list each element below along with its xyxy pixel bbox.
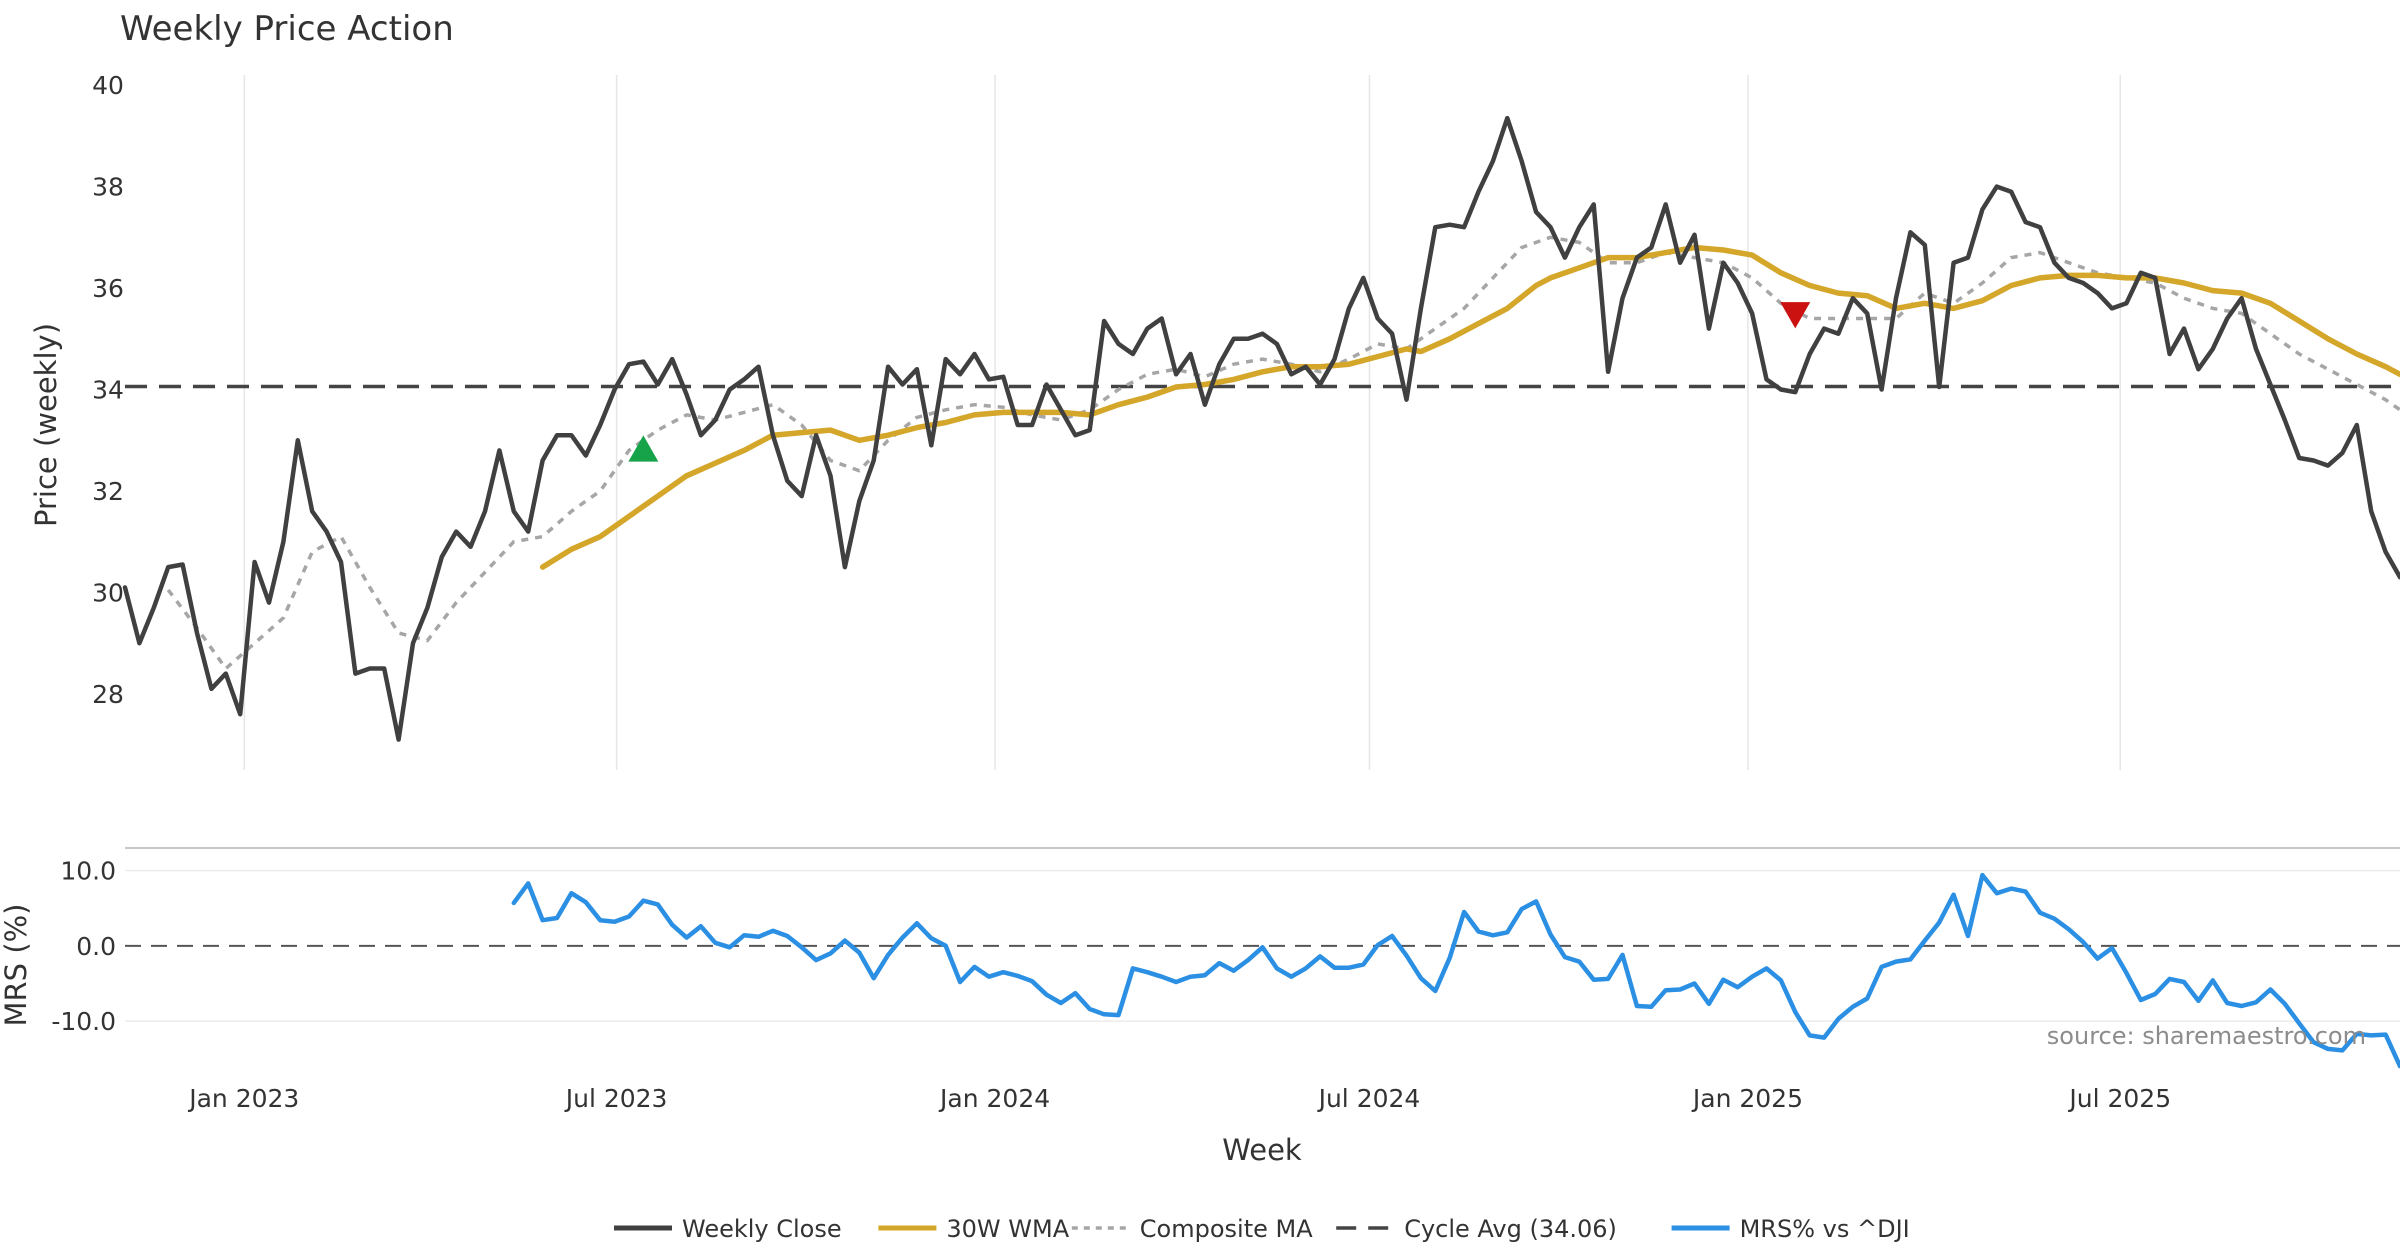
mrs-y-tick-label: 10.0: [60, 857, 116, 886]
legend-label: 30W WMA: [946, 1215, 1069, 1243]
legend-label: MRS% vs ^DJI: [1740, 1215, 1910, 1243]
price-y-tick-label: 34: [92, 376, 124, 405]
mrs-y-ticks: 10.0 0.0 -10.0: [51, 857, 116, 1037]
x-axis-label: Week: [1222, 1133, 1302, 1167]
chart-title: Weekly Price Action: [120, 9, 454, 49]
weekly-close-line: [122, 115, 2400, 742]
legend-label: Cycle Avg (34.06): [1404, 1215, 1617, 1243]
buy-signal-marker: [628, 435, 659, 462]
legend-label: Composite MA: [1140, 1215, 1313, 1243]
price-y-tick-label: 40: [92, 71, 124, 100]
legend: Weekly Close 30W WMA Composite MA Cycle Avg…: [614, 1215, 1910, 1243]
price-y-tick-label: 30: [92, 578, 124, 607]
signal-markers: [628, 302, 1811, 462]
mrs-line: [511, 872, 2400, 1069]
x-tick-label: Jul 2024: [1317, 1084, 1421, 1113]
price-grid: [243, 75, 2122, 770]
sell-signal-marker: [1780, 302, 1811, 329]
price-y-tick-label: 32: [92, 477, 124, 506]
composite-ma-line: [166, 235, 2400, 671]
price-series-group: [122, 115, 2400, 742]
mrs-series-group: [511, 872, 2400, 1069]
mrs-y-tick-label: 0.0: [76, 932, 116, 961]
mrs-grid: [125, 847, 2400, 1022]
x-tick-label: Jul 2023: [564, 1084, 668, 1113]
legend-label: Weekly Close: [682, 1215, 842, 1243]
price-y-tick-label: 28: [92, 680, 124, 709]
mrs-y-axis-label: MRS (%): [0, 904, 33, 1027]
price-y-tick-label: 36: [92, 274, 124, 303]
mrs-y-tick-label: -10.0: [51, 1007, 116, 1036]
price-y-axis-label: Price (weekly): [29, 323, 63, 527]
x-tick-label: Jan 2023: [187, 1084, 299, 1113]
price-y-tick-label: 38: [92, 173, 124, 202]
source-annotation: source: sharemaestro.com: [2047, 1022, 2366, 1050]
x-tick-label: Jul 2025: [2067, 1084, 2171, 1113]
wma-30w-line: [539, 244, 2400, 570]
x-ticks: Jan 2023 Jul 2023 Jan 2024 Jul 2024 Jan 2025…: [187, 1084, 2171, 1113]
price-y-ticks: 28 30 32 34 36 38 40: [92, 71, 124, 709]
x-tick-label: Jan 2025: [1691, 1084, 1803, 1113]
x-tick-label: Jan 2024: [938, 1084, 1050, 1113]
